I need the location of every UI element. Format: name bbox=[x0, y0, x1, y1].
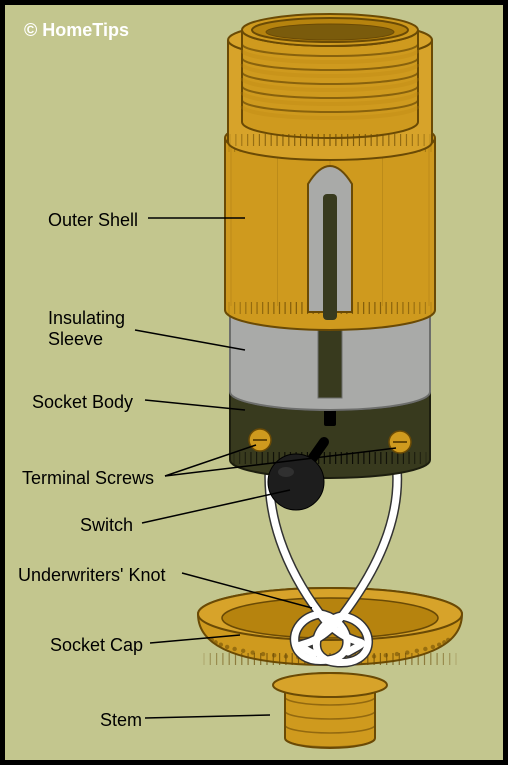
label-socket-cap: Socket Cap bbox=[50, 635, 143, 656]
label-stem: Stem bbox=[100, 710, 142, 731]
label-outer-shell: Outer Shell bbox=[48, 210, 138, 231]
label-underwriters-knot: Underwriters' Knot bbox=[18, 565, 166, 586]
label-socket-body: Socket Body bbox=[32, 392, 133, 413]
label-switch: Switch bbox=[80, 515, 133, 536]
copyright: © HomeTips bbox=[24, 20, 129, 41]
label-terminal-screws: Terminal Screws bbox=[22, 468, 154, 489]
label-insulating-sleeve: InsulatingSleeve bbox=[48, 308, 125, 350]
